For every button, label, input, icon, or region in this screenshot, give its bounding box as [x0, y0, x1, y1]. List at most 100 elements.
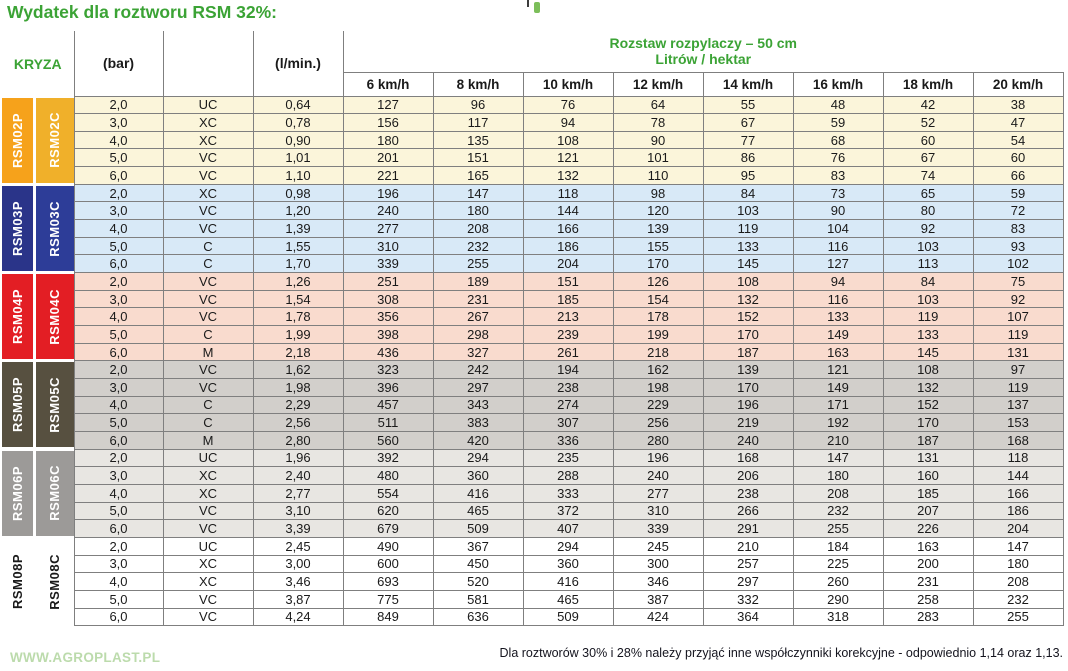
rate-cell: 297 — [702, 572, 794, 591]
spacing-header: Rozstaw rozpylaczy – 50 cm Litrów / hekt… — [343, 31, 1063, 72]
rate-cell: 196 — [342, 183, 434, 203]
rate-cell: 480 — [342, 466, 434, 485]
rate-cell: 636 — [432, 607, 524, 627]
pressure-cell: 4,0 — [73, 395, 164, 415]
flow-cell: 1,99 — [252, 325, 344, 344]
table-body: RSM02P RSM02C 2,0 UC 0,64 127 96 76 64 55 48 42 38 3,… — [2, 95, 1064, 627]
rate-cell: 436 — [342, 342, 434, 362]
website-link[interactable]: WWW.AGROPLAST.PL — [10, 650, 161, 665]
nozzle-label-text: RSM05P — [10, 377, 25, 433]
rate-cell: 367 — [432, 536, 524, 556]
rate-cell: 255 — [432, 254, 524, 274]
rate-cell: 256 — [612, 413, 704, 432]
rate-cell: 201 — [342, 148, 434, 168]
flow-cell: 3,39 — [252, 519, 344, 538]
droplet-class-cell: VC — [162, 219, 254, 238]
rate-cell: 251 — [342, 272, 434, 291]
pressure-cell: 6,0 — [73, 166, 164, 185]
rate-cell: 465 — [522, 589, 614, 609]
pressure-cell: 5,0 — [73, 413, 164, 432]
rate-cell: 679 — [342, 519, 434, 538]
rate-cell: 48 — [792, 95, 884, 115]
pressure-cell: 2,0 — [73, 95, 164, 115]
table-row: 6,0 M 2,18 436 327 261 218 187 163 145 131 — [2, 342, 1064, 362]
table-row: 6,0 VC 1,10 221 165 132 110 95 83 74 66 — [2, 166, 1064, 185]
rate-cell: 156 — [342, 113, 434, 132]
rate-cell: 163 — [792, 342, 884, 362]
page-crop-mark — [527, 0, 529, 7]
rate-cell: 261 — [522, 342, 614, 362]
droplet-class-cell: C — [162, 325, 254, 344]
droplet-class-cell: UC — [162, 536, 254, 556]
rate-cell: 42 — [882, 95, 974, 115]
pressure-cell: 2,0 — [73, 360, 164, 379]
rate-cell: 60 — [972, 148, 1064, 168]
rate-cell: 131 — [882, 448, 974, 468]
pressure-cell: 6,0 — [73, 430, 164, 450]
rate-cell: 121 — [522, 148, 614, 168]
rate-cell: 198 — [612, 378, 704, 397]
droplet-class-cell: M — [162, 430, 254, 450]
rate-cell: 416 — [522, 572, 614, 591]
rate-cell: 184 — [792, 536, 884, 556]
pressure-cell: 4,0 — [73, 483, 164, 503]
rate-cell: 398 — [342, 325, 434, 344]
rate-cell: 116 — [792, 289, 884, 309]
rate-cell: 170 — [702, 325, 794, 344]
flow-cell: 1,55 — [252, 236, 344, 256]
rate-cell: 420 — [432, 430, 524, 450]
rate-cell: 83 — [792, 166, 884, 185]
rate-cell: 200 — [882, 554, 974, 574]
rate-cell: 119 — [882, 307, 974, 327]
flow-cell: 1,01 — [252, 148, 344, 168]
nozzle-label-rsm03c: RSM03C — [36, 184, 75, 273]
rate-cell: 196 — [612, 448, 704, 468]
rate-cell: 127 — [792, 254, 884, 274]
pressure-cell: 3,0 — [73, 113, 164, 132]
rate-cell: 225 — [792, 554, 884, 574]
rate-cell: 360 — [522, 554, 614, 574]
pressure-cell: 6,0 — [73, 519, 164, 538]
pressure-cell: 2,0 — [73, 183, 164, 203]
pressure-cell: 4,0 — [73, 130, 164, 150]
flow-cell: 2,45 — [252, 536, 344, 556]
table-row: 3,0 VC 1,20 240 180 144 120 103 90 80 72 — [2, 201, 1064, 221]
flow-cell: 1,54 — [252, 289, 344, 309]
rate-cell: 339 — [612, 519, 704, 538]
droplet-class-cell: XC — [162, 554, 254, 574]
table-row: 4,0 XC 0,90 180 135 108 90 77 68 60 54 — [2, 130, 1064, 150]
rate-cell: 86 — [702, 148, 794, 168]
rate-cell: 98 — [612, 183, 704, 203]
pressure-cell: 3,0 — [73, 289, 164, 309]
nozzle-label-text: RSM06P — [10, 465, 25, 521]
rate-cell: 78 — [612, 113, 704, 132]
rate-cell: 147 — [432, 183, 524, 203]
spacing-header-line1: Rozstaw rozpylaczy – 50 cm — [609, 35, 798, 52]
rate-cell: 187 — [882, 430, 974, 450]
rate-cell: 94 — [792, 272, 884, 291]
pressure-cell: 2,0 — [73, 536, 164, 556]
rate-cell: 180 — [342, 130, 434, 150]
pressure-column-header: (bar) — [74, 31, 164, 96]
table-header-row: KRYZA (bar) (l/min.) Rozstaw rozpylaczy … — [2, 31, 1063, 96]
rate-cell: 77 — [702, 130, 794, 150]
rate-cell: 364 — [702, 607, 794, 627]
rate-cell: 154 — [612, 289, 704, 309]
rate-cell: 104 — [792, 219, 884, 238]
droplet-class-column-header — [163, 31, 254, 96]
table-row: RSM06P RSM06C 2,0 UC 1,96 392 294 235 196 168 147 1… — [2, 448, 1064, 538]
rate-cell: 168 — [702, 448, 794, 468]
pressure-cell: 4,0 — [73, 219, 164, 238]
rate-cell: 232 — [972, 589, 1064, 609]
speed-column-header: 10 km/h — [522, 71, 614, 97]
droplet-class-cell: C — [162, 254, 254, 274]
flow-cell: 3,10 — [252, 501, 344, 521]
droplet-class-cell: C — [162, 413, 254, 432]
rate-cell: 119 — [702, 219, 794, 238]
rate-cell: 178 — [612, 307, 704, 327]
rate-cell: 208 — [792, 483, 884, 503]
rate-cell: 581 — [432, 589, 524, 609]
nozzle-label-rsm05c: RSM05C — [36, 360, 75, 450]
nozzle-label-rsm03p: RSM03P — [2, 184, 36, 273]
rate-cell: 94 — [522, 113, 614, 132]
